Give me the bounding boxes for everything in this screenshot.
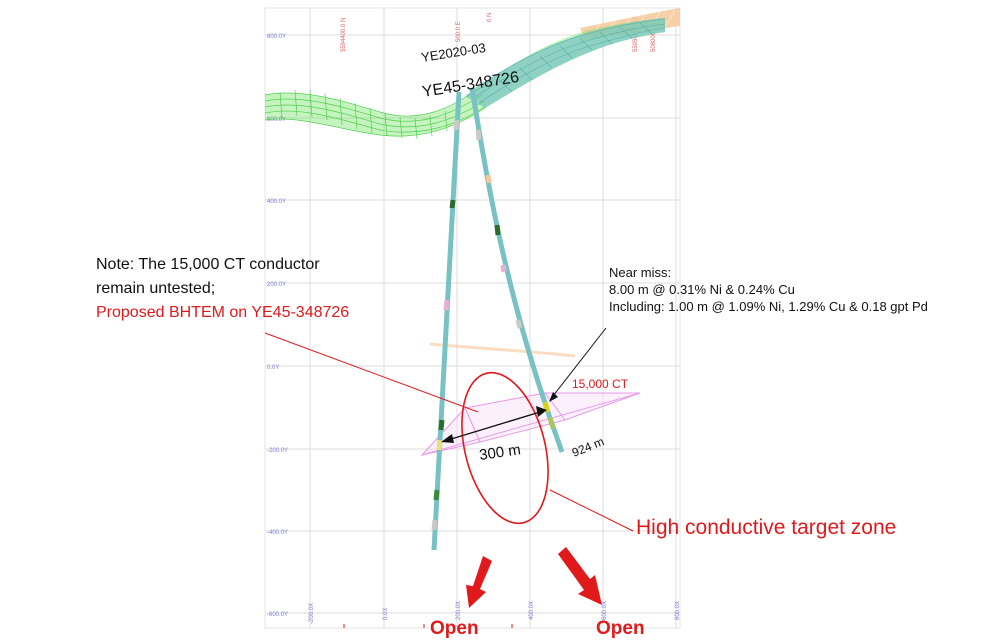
- distance-arrow: [441, 406, 547, 443]
- target-zone-label: High conductive target zone: [636, 516, 897, 539]
- elevation-label: 0.0Y: [267, 365, 279, 371]
- conductor-plate: [420, 392, 641, 456]
- northing-label: 5594400.0 N: [341, 18, 347, 52]
- assay-note: Near miss: 8.00 m @ 0.31% Ni & 0.24% Cu …: [609, 264, 989, 315]
- elevation-label: 200.0Y: [267, 282, 286, 288]
- assay-pointer: [549, 327, 607, 402]
- assay-line: Including: 1.00 m @ 1.09% Ni, 1.29% Cu &…: [609, 299, 928, 314]
- elevation-label: -600.0Y: [267, 612, 288, 618]
- northing-label: 508000.0 E: [651, 21, 657, 52]
- open-label-left: Open: [430, 618, 479, 639]
- elevation-label: 600.0Y: [267, 117, 286, 123]
- bhtem-pointer: [264, 332, 479, 413]
- drillhole-ye2020-03: [431, 91, 462, 551]
- target-pointer: [549, 489, 634, 532]
- open-label-right: Open: [596, 618, 645, 639]
- note-line: remain untested;: [96, 280, 216, 297]
- bhtem-note: Note: The 15,000 CT conductor remain unt…: [96, 253, 396, 325]
- note-line: Note: The 15,000 CT conductor: [96, 256, 320, 273]
- easting-label: -200.0X: [309, 603, 315, 624]
- elevation-label: 800.0Y: [267, 34, 286, 40]
- elevation-label: -400.0Y: [267, 530, 288, 536]
- target-zone-ellipse: [461, 371, 549, 525]
- easting-label: 400.0X: [529, 601, 535, 620]
- assay-title: Near miss:: [609, 265, 672, 280]
- easting-label: 800.0X: [675, 601, 681, 620]
- assay-line: 8.00 m @ 0.31% Ni & 0.24% Cu: [609, 282, 795, 297]
- northing-label: 500.0 E: [456, 21, 462, 42]
- elevation-label: 400.0Y: [267, 199, 286, 205]
- drillhole-ye45-348726: [469, 87, 565, 453]
- open-arrow-left: [466, 556, 492, 608]
- note-line-proposed-bhtem: Proposed BHTEM on YE45-348726: [96, 304, 350, 321]
- elevation-label: -200.0Y: [267, 448, 288, 454]
- easting-label: 0.0X: [383, 608, 389, 620]
- easting-label: 600.0X: [602, 601, 608, 620]
- northing-label: 0 N: [487, 13, 493, 22]
- distance-label: 300 m: [478, 441, 522, 464]
- open-arrow-right: [558, 547, 602, 605]
- easting-label: 200.0X: [456, 601, 462, 620]
- conductor-label: 15,000 CT: [572, 377, 629, 391]
